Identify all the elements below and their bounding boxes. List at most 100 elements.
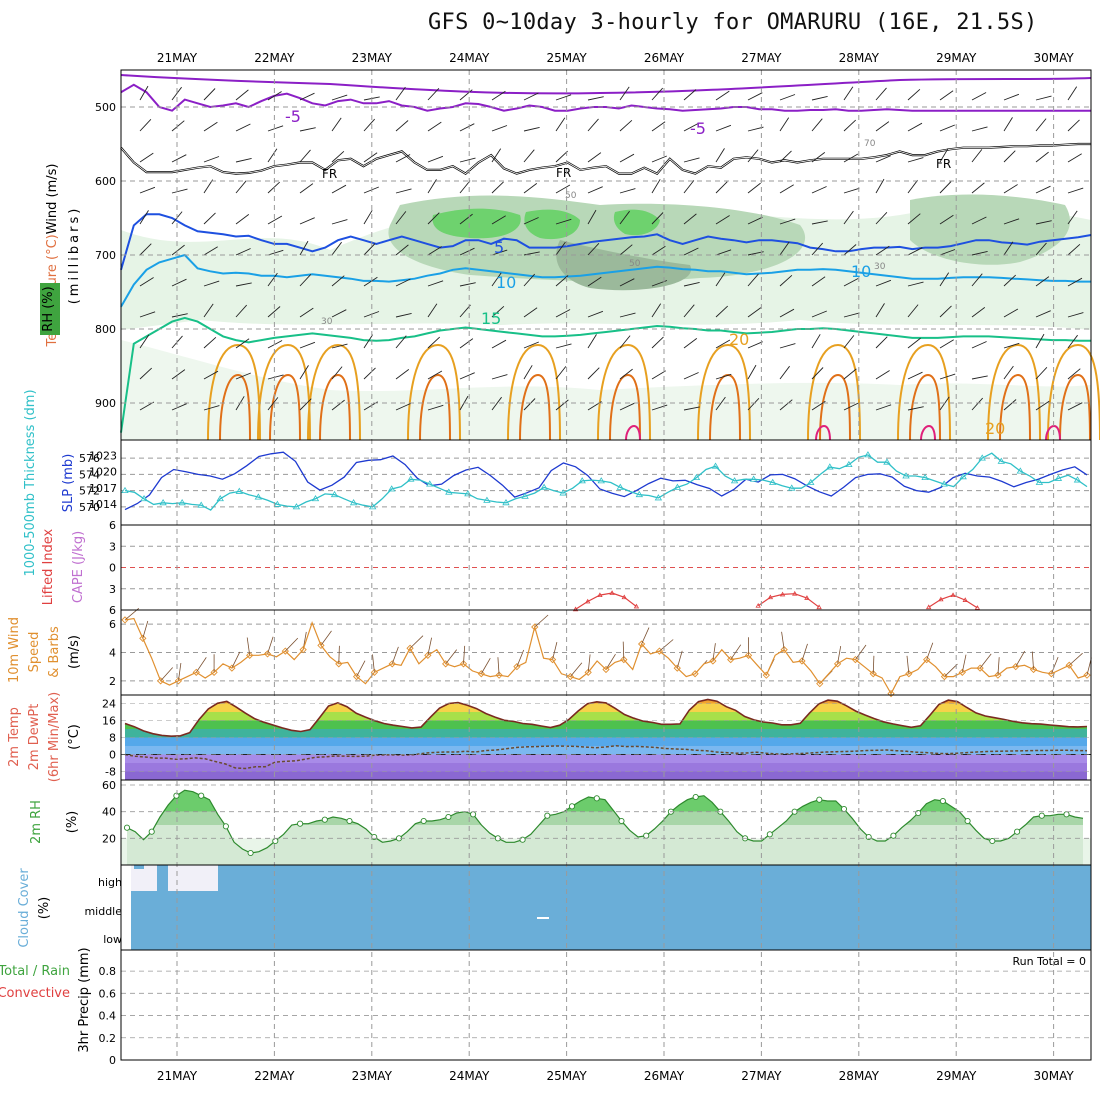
- wind-barb: [491, 339, 507, 349]
- wind-barb: [523, 149, 535, 163]
- cloud-level-label: middle: [84, 905, 122, 918]
- wind-barb: [683, 338, 698, 349]
- series-2m-dewpt: [124, 745, 1088, 770]
- wind-barb-10m: [781, 631, 785, 650]
- contour-15: [120, 316, 1091, 433]
- wind-barb: [683, 180, 695, 194]
- wind-barb: [715, 215, 730, 225]
- wind-barb: [811, 367, 824, 380]
- rh-marker: [766, 831, 773, 838]
- date-label-top: 27MAY: [741, 51, 782, 65]
- wind-axis-label: & Barbs: [47, 626, 62, 678]
- wind-barb: [651, 336, 664, 349]
- wind-barb: [619, 119, 633, 132]
- wind-barb: [139, 367, 153, 380]
- upper-unit-label: (millibars): [67, 206, 82, 305]
- wind-barb: [779, 241, 790, 256]
- wind-barb: [363, 367, 376, 380]
- wind-barb: [427, 336, 441, 349]
- wind-barb: [939, 148, 949, 163]
- date-label-top: 24MAY: [449, 51, 490, 65]
- rh-marker: [247, 849, 254, 857]
- wind-barb: [1003, 342, 1020, 349]
- y-tick-label: 6: [109, 519, 116, 532]
- wind-barb: [203, 280, 220, 287]
- contour-label: 10: [496, 273, 516, 292]
- wind-barb: [779, 218, 796, 225]
- y-tick-label: 570: [79, 501, 100, 514]
- wind-barb: [939, 249, 956, 256]
- wind-barb: [267, 125, 284, 132]
- wind-barb: [747, 307, 762, 318]
- contour-10: [120, 253, 1091, 308]
- wind-barb: [715, 249, 732, 256]
- wind-barb: [1003, 308, 1019, 318]
- wind-barb: [363, 334, 374, 349]
- series-2m-temp: [124, 698, 1088, 738]
- wind-barb: [267, 374, 284, 380]
- y-tick-label: 0.8: [99, 965, 117, 978]
- temp-axis-label-group: (°C): [67, 724, 82, 750]
- wind-barb: [875, 336, 888, 349]
- date-label-bottom: 30MAY: [1033, 1069, 1074, 1083]
- wind-barb: [523, 251, 540, 256]
- warm-lobe-2: [307, 343, 361, 441]
- wind-barb: [139, 334, 150, 349]
- date-label-top: 28MAY: [839, 51, 880, 65]
- y-tick-label: -8: [105, 766, 116, 779]
- wind-barb-10m: [961, 654, 967, 673]
- wind-barb: [491, 374, 508, 380]
- warm-lobe-9: [987, 343, 1041, 441]
- wind-barb: [363, 118, 376, 132]
- rh-area-fill: [127, 790, 1083, 865]
- y-tick-label: 600: [95, 175, 116, 188]
- wind-barb: [907, 281, 924, 287]
- wind-barb: [1035, 366, 1048, 380]
- rh-low-area: [121, 340, 1091, 440]
- contour-label: 30: [874, 262, 886, 272]
- slp-right-label-group: SLP (mb): [61, 454, 76, 513]
- warm-lobe-4: [507, 343, 561, 441]
- wind-barb: [235, 89, 249, 101]
- date-label-bottom: 23MAY: [352, 1069, 393, 1083]
- series-Thickness: [124, 452, 1088, 511]
- contour-top-purple: [120, 74, 1092, 95]
- wind-barb: [747, 273, 759, 287]
- wind-barb: [235, 123, 251, 132]
- wind-barb: [715, 272, 726, 287]
- wind-barb: [907, 406, 924, 411]
- wind-barb: [779, 274, 793, 287]
- y-tick-label: 20: [102, 832, 116, 845]
- wind-barb: [907, 157, 924, 163]
- wind-barb: [651, 87, 664, 101]
- series-SLP: [124, 451, 1088, 511]
- wind-barb: [523, 365, 533, 380]
- wind-axis-label-group: Speed: [27, 632, 42, 673]
- wind-barb: [491, 249, 508, 256]
- wind-barb: [139, 311, 156, 318]
- li-label-group: Lifted Index: [41, 528, 56, 605]
- wind-barb-10m: [659, 639, 674, 652]
- hot-lobe-0: [219, 373, 251, 441]
- wind-barb: [683, 213, 697, 225]
- hot-lobe-5: [609, 373, 641, 441]
- rh-marker: [123, 824, 131, 831]
- wind-barb: [427, 87, 440, 101]
- wind-barb: [555, 218, 572, 225]
- wind-barb: [203, 121, 218, 132]
- wind-barb: [491, 148, 502, 163]
- wind-barb-10m: [1050, 656, 1059, 674]
- warm-lobe-8: [897, 343, 951, 441]
- wind-barb: [715, 181, 728, 194]
- wind-barb: [811, 186, 827, 194]
- wind-barb: [395, 154, 411, 163]
- y-tick-label: 0: [109, 749, 116, 762]
- wind-barb: [875, 121, 890, 132]
- wind-barb: [907, 88, 921, 101]
- wind-barb: [139, 277, 154, 287]
- wind-barb: [715, 124, 732, 132]
- y-tick-label: 4: [109, 647, 116, 660]
- cape-label-group: CAPE (J/kg): [71, 531, 86, 603]
- rh-marker: [222, 823, 229, 830]
- wind-barb: [523, 341, 539, 349]
